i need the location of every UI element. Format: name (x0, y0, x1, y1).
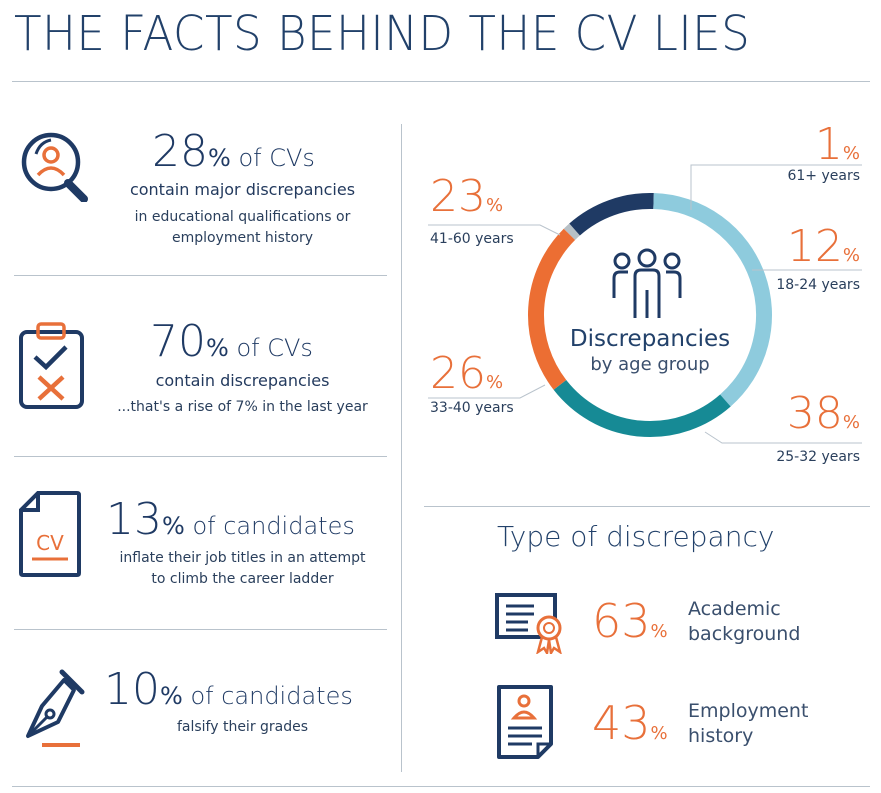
people-group-icon (612, 248, 682, 318)
age-stat-label: 33-40 years (430, 400, 514, 416)
donut-chart (528, 193, 772, 437)
type-stat-label: history (688, 725, 754, 747)
fountain-pen-icon (26, 669, 85, 747)
divider (12, 81, 870, 82)
cv-document-icon: CV (19, 491, 81, 577)
stat-detail: employment history (171, 230, 314, 246)
certificate-award-icon (495, 593, 562, 654)
divider (14, 275, 387, 276)
donut-slice (569, 193, 654, 236)
age-stat-value: 26% (430, 348, 504, 399)
chart-title: Discrepancies (569, 326, 731, 352)
stat-detail: inflate their job titles in an attempt (119, 550, 366, 566)
age-stat-label: 41-60 years (430, 231, 514, 247)
stat-detail: to climb the career ladder (151, 571, 334, 587)
chart-subtitle: by age group (590, 354, 710, 375)
divider (14, 629, 387, 630)
stat-detail: in educational qualifications or (134, 209, 351, 225)
type-stat-label: Academic (688, 598, 781, 620)
clipboard-checklist-icon (19, 322, 84, 409)
donut-slice (653, 193, 772, 407)
employment-record-icon (497, 685, 553, 759)
type-stat-label: Employment (688, 700, 809, 722)
page-title: THE FACTS BEHIND THE CV LIES (14, 6, 751, 62)
donut-slice (563, 223, 580, 241)
stat-description: contain discrepancies (155, 371, 330, 390)
donut-slice (553, 379, 731, 437)
donut-slice (528, 228, 576, 390)
stat-description: contain major discrepancies (129, 180, 356, 199)
age-stat-value: 12% (786, 221, 860, 272)
divider (12, 786, 870, 787)
age-stat-label: 18-24 years (776, 277, 860, 293)
search-person-icon (21, 132, 88, 202)
divider (401, 124, 402, 772)
type-stat-label: background (688, 623, 801, 645)
age-stat-value: 23% (430, 171, 504, 222)
age-stat-value: 38% (786, 388, 860, 439)
divider (424, 506, 870, 507)
type-stat-value: 63% (592, 594, 668, 648)
section-title: Type of discrepancy (497, 520, 775, 553)
stat-headline: 13% of candidates (106, 494, 355, 545)
age-stat-label: 25-32 years (776, 449, 860, 465)
stat-headline: 28% of CVs (152, 126, 315, 177)
age-stat-label: 61+ years (787, 168, 860, 184)
divider (14, 456, 387, 457)
stat-detail: falsify their grades (176, 719, 309, 735)
age-stat-value: 1% (814, 119, 860, 170)
stat-headline: 10% of candidates (104, 664, 353, 715)
type-stat-value: 43% (592, 696, 668, 750)
svg-text:CV: CV (36, 531, 64, 555)
stat-detail: ...that's a rise of 7% in the last year (117, 399, 368, 415)
stat-headline: 70% of CVs (150, 316, 313, 367)
